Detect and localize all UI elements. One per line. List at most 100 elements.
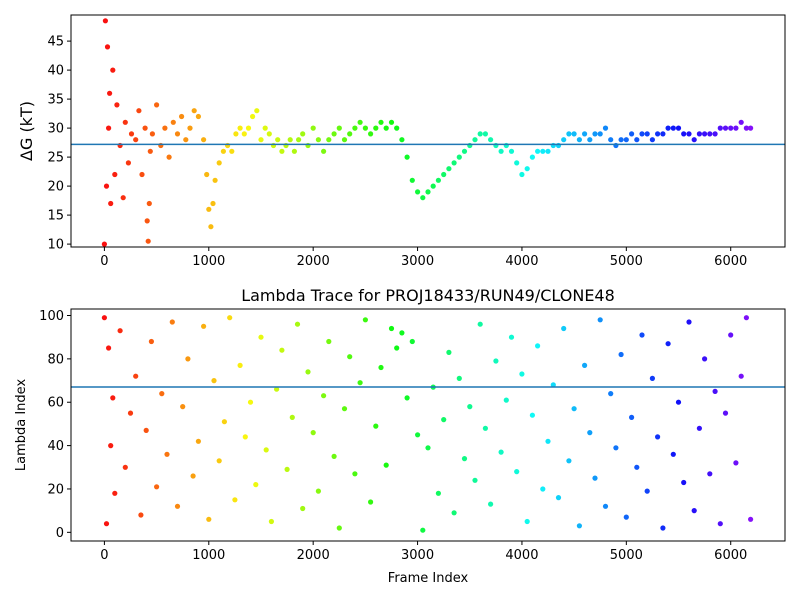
delta-g-point [106,125,112,131]
lambda-y-tick-label: 60 [47,396,64,411]
delta-g-point [310,125,316,131]
lambda-point [738,373,744,379]
delta-g-point [170,119,176,125]
lambda-point [216,458,222,464]
delta-g-x-tick-label: 2000 [297,254,330,269]
delta-g-point [291,148,297,154]
delta-g-point [142,125,148,131]
delta-g-point [540,148,546,154]
delta-g-x-ticks: 0 1000 2000 3000 4000 5000 6000 [100,247,747,269]
lambda-point [655,434,661,440]
delta-g-point [702,131,708,137]
lambda-point [138,512,144,518]
lambda-point [110,395,116,401]
lambda-point [247,399,254,405]
lambda-point [644,488,650,494]
lambda-point [675,399,682,405]
delta-g-y-tick-label: 40 [47,64,64,79]
lambda-y-ticks: 0 20 40 60 80 100 [39,309,71,541]
delta-g-point [266,131,272,137]
delta-g-point [561,137,567,143]
lambda-point [441,417,447,423]
lambda-point [717,521,723,527]
delta-g-point [451,160,457,166]
lambda-point [681,479,687,486]
delta-g-point [571,131,577,137]
lambda-scatter-points [101,315,754,533]
delta-g-point [315,137,321,143]
delta-g-point [639,131,645,137]
delta-g-y-axis-label: ΔG (kT) [17,101,36,161]
lambda-point [368,499,374,505]
delta-g-y-tick-label: 45 [47,35,64,50]
delta-g-point [425,189,431,195]
lambda-point [164,451,170,457]
delta-g-point [420,195,426,201]
lambda-point [451,510,457,516]
lambda-point [294,321,301,327]
lambda-point [378,364,384,371]
lambda-point [133,373,139,379]
delta-g-point [655,131,661,137]
delta-g-point [587,137,593,143]
delta-g-scatter-points [101,18,754,247]
lambda-point [670,451,676,457]
lambda-point [242,434,248,440]
delta-g-point [208,224,214,230]
delta-g-point [535,148,541,154]
lambda-point [237,362,243,368]
lambda-point [472,477,478,483]
delta-g-point [477,131,483,137]
delta-g-point [216,160,222,166]
delta-g-point [608,137,614,143]
delta-g-x-tick-label: 0 [100,254,108,269]
delta-g-point [245,125,252,131]
lambda-point [388,325,395,332]
delta-g-point [378,119,384,125]
lambda-point [201,323,207,329]
lambda-point [263,447,269,453]
delta-g-point [582,131,588,137]
delta-g-point [326,137,332,143]
lambda-point [112,490,118,496]
lambda-point [253,482,259,488]
lambda-point [352,471,358,477]
lambda-point [117,328,123,334]
lambda-point [477,321,483,327]
lambda-point [514,469,520,475]
lambda-point [550,382,556,388]
lambda-point [582,362,588,368]
delta-g-point [347,131,353,137]
delta-g-point [649,137,656,143]
lambda-point [592,475,598,481]
lambda-point [190,473,196,479]
lambda-point [456,375,462,381]
delta-g-point [602,125,609,131]
delta-g-point [576,137,583,143]
lambda-point [305,369,311,375]
lambda-x-axis-label: Frame Index [388,571,469,586]
delta-g-point [122,119,128,125]
delta-g-point [629,131,635,137]
delta-g-point [110,67,116,73]
lambda-point [696,425,703,431]
lambda-axes-frame [70,308,786,542]
delta-g-y-ticks: 10 15 20 25 30 35 40 45 [47,35,71,253]
delta-g-point [446,166,452,172]
lambda-point [602,503,609,509]
lambda-point [315,488,321,494]
lambda-x-tick-label: 6000 [714,548,747,563]
lambda-y-tick-label: 0 [56,526,64,541]
lambda-point [284,466,290,472]
lambda-point [503,397,509,403]
delta-g-point [514,160,520,166]
delta-g-point [686,131,692,137]
lambda-x-ticks: 0 1000 2000 3000 4000 5000 6000 [100,541,747,563]
lambda-point [425,445,431,451]
lambda-point [618,351,624,358]
delta-g-x-tick-label: 6000 [714,254,747,269]
lambda-point [561,325,567,332]
delta-g-point [107,90,113,96]
lambda-x-tick-label: 0 [100,548,108,563]
